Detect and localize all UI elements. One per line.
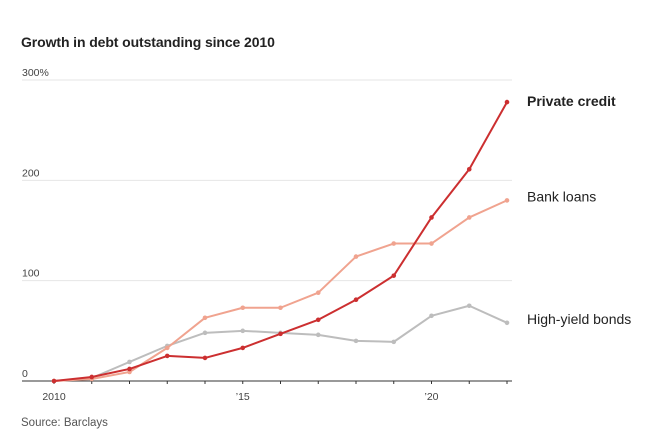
series-label: Bank loans (527, 188, 596, 204)
data-point (429, 241, 434, 246)
data-point (89, 374, 95, 380)
x-tick-label: 2010 (42, 391, 66, 403)
data-point (202, 315, 208, 321)
data-point (240, 328, 246, 334)
data-point (164, 345, 170, 351)
data-point (353, 254, 359, 259)
source-note: Source: Barclays (21, 417, 108, 429)
data-point (353, 297, 359, 303)
gridlines (22, 79, 512, 282)
x-axis (22, 380, 512, 384)
series-labels: High-yield bonds Bank loans Private credit (527, 93, 631, 327)
series-line (53, 199, 508, 382)
data-point (429, 313, 434, 319)
data-point (429, 215, 434, 220)
data-point (466, 215, 472, 220)
series-private-credit (51, 99, 510, 384)
data-point (164, 353, 170, 359)
series-bank-loans (51, 198, 510, 384)
data-point (127, 359, 132, 365)
data-point (315, 317, 321, 323)
data-point (240, 345, 246, 351)
data-point (391, 273, 397, 278)
data-point (391, 241, 397, 246)
x-tick-label: ’20 (424, 391, 438, 403)
data-point (353, 338, 359, 344)
y-tick-label: 300% (22, 67, 49, 79)
data-point (127, 366, 132, 372)
series-line (53, 101, 508, 382)
data-point (240, 305, 246, 311)
y-tick-label: 100 (22, 268, 40, 280)
y-tick-label: 200 (22, 167, 40, 179)
data-point (466, 303, 472, 309)
data-point (466, 166, 472, 172)
data-point (391, 339, 397, 345)
y-tick-label: 0 (22, 368, 28, 380)
y-axis-tick-labels: 0 100 200 300% (22, 67, 49, 380)
data-point (278, 305, 283, 311)
data-point (504, 198, 510, 203)
data-point (51, 378, 57, 384)
data-point (504, 320, 510, 326)
chart-title: Growth in debt outstanding since 2010 (21, 34, 275, 50)
x-tick-label: ’15 (236, 391, 250, 403)
data-point (202, 330, 208, 336)
x-axis-tick-labels: 2010 ’15 ’20 (42, 391, 438, 403)
series-label: High-yield bonds (527, 311, 631, 327)
data-point (504, 99, 510, 105)
data-point (202, 355, 208, 361)
data-point (315, 332, 321, 338)
data-point (315, 290, 321, 296)
series-label: Private credit (527, 93, 616, 109)
data-point (278, 331, 283, 337)
series-lines (51, 99, 510, 384)
